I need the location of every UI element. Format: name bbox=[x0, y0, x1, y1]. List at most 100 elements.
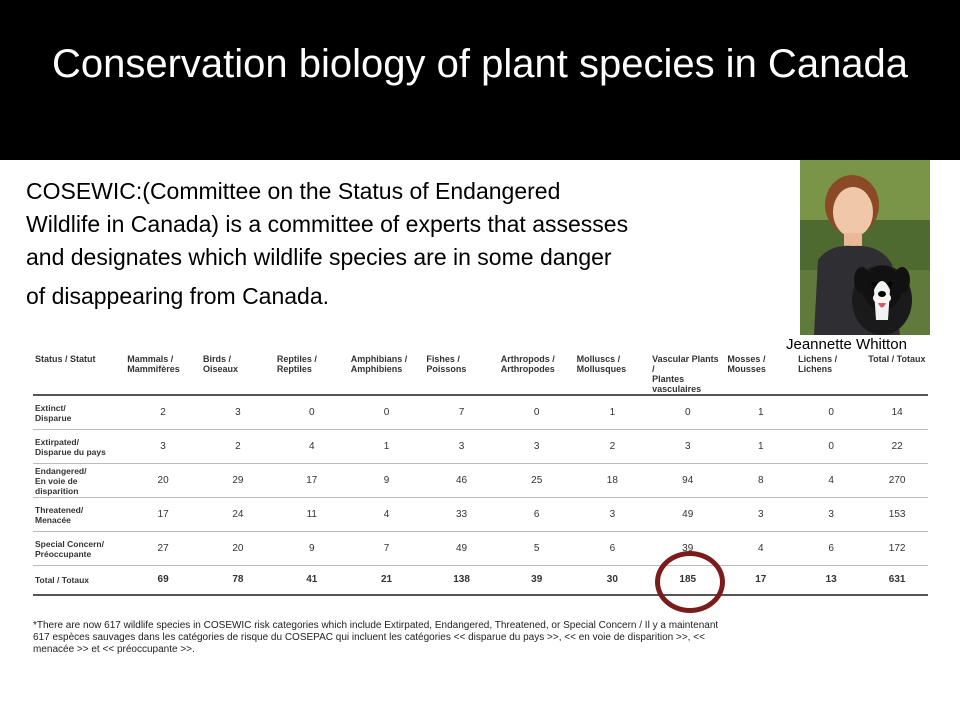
table-cell: 17 bbox=[725, 565, 797, 596]
table-cell: 30 bbox=[574, 565, 651, 596]
table-cell: 0 bbox=[274, 395, 349, 430]
table-cell: 1 bbox=[725, 429, 797, 464]
table-cell: 3 bbox=[498, 429, 575, 464]
table-cell: 4 bbox=[274, 429, 349, 464]
row-label: Extinct/Disparue bbox=[33, 395, 126, 430]
table-cell: 49 bbox=[650, 497, 726, 532]
table-cell: 2 bbox=[200, 429, 275, 464]
table-cell: 0 bbox=[348, 395, 425, 430]
table-cell: 172 bbox=[866, 531, 928, 566]
table-cell: 3 bbox=[725, 497, 797, 532]
row-label: Total / Totaux bbox=[33, 565, 126, 596]
col-header-reptiles: Reptiles / Reptiles bbox=[274, 352, 349, 396]
table-cell: 3 bbox=[125, 429, 201, 464]
table-cell: 138 bbox=[424, 565, 499, 596]
footnote-line: menacée >> et << préoccupante >>. bbox=[33, 644, 195, 655]
total-row: Total / Totaux 69 78 41 21 138 39 30 185 17 13 631 bbox=[33, 565, 928, 596]
table-cell: 46 bbox=[424, 463, 499, 498]
row-label: Endangered/En voie de disparition bbox=[33, 463, 126, 498]
intro-line: COSEWIC:(Committee on the Status of Enda… bbox=[26, 178, 561, 204]
row-label: Threatened/Menacée bbox=[33, 497, 126, 532]
slide-title: Conservation biology of plant species in… bbox=[51, 42, 909, 86]
col-header-status: Status / Statut bbox=[33, 352, 126, 396]
col-header-vascular-plants: Vascular Plants / Plantes vasculaires bbox=[650, 352, 726, 396]
table-cell: 9 bbox=[274, 531, 349, 566]
table-cell: 3 bbox=[200, 395, 275, 430]
table-cell: 17 bbox=[274, 463, 349, 498]
table-cell: 0 bbox=[796, 429, 867, 464]
table-cell: 0 bbox=[796, 395, 867, 430]
table-body: Extinct/Disparue 2 3 0 0 7 0 1 0 1 0 14 Extirpated/D… bbox=[33, 395, 928, 596]
footnote-line: *There are now 617 wildlife species in C… bbox=[33, 620, 719, 631]
intro-line: Wildlife in Canada) is a committee of ex… bbox=[26, 211, 629, 237]
table-cell: 24 bbox=[200, 497, 275, 532]
portrait-illustration bbox=[800, 160, 930, 335]
table-cell: 9 bbox=[348, 463, 425, 498]
table-cell: 78 bbox=[200, 565, 275, 596]
table-cell: 2 bbox=[125, 395, 201, 430]
col-header-arthropods: Arthropods / Arthropodes bbox=[498, 352, 575, 396]
table-cell: 1 bbox=[725, 395, 797, 430]
table-cell: 7 bbox=[424, 395, 499, 430]
table-cell: 39 bbox=[498, 565, 575, 596]
table-row: Extinct/Disparue 2 3 0 0 7 0 1 0 1 0 14 bbox=[33, 395, 928, 430]
table-cell: 27 bbox=[125, 531, 201, 566]
footnote-line: 617 espèces sauvages dans les catégories… bbox=[33, 632, 705, 643]
table-row: Special Concern/Préoccupante 27 20 9 7 49 5 6 39… bbox=[33, 531, 928, 566]
col-header-mosses: Mosses / Mousses bbox=[725, 352, 797, 396]
col-header-total: Total / Totaux bbox=[866, 352, 928, 396]
table-cell: 18 bbox=[574, 463, 651, 498]
portrait-photo bbox=[800, 160, 930, 335]
table-cell: 29 bbox=[200, 463, 275, 498]
table-row: Extirpated/Disparue du pays 3 2 4 1 3 3 2 3 1 0 22 bbox=[33, 429, 928, 464]
table-cell: 22 bbox=[866, 429, 928, 464]
table-cell: 69 bbox=[125, 565, 201, 596]
table-cell: 2 bbox=[574, 429, 651, 464]
intro-paragraph: COSEWIC:(Committee on the Status of Enda… bbox=[26, 175, 801, 313]
col-header-fishes: Fishes / Poissons bbox=[424, 352, 499, 396]
table-cell: 41 bbox=[274, 565, 349, 596]
table-cell: 21 bbox=[348, 565, 425, 596]
table-cell: 5 bbox=[498, 531, 575, 566]
table-cell: 0 bbox=[498, 395, 575, 430]
intro-line: of disappearing from Canada. bbox=[26, 283, 330, 309]
table-cell: 1 bbox=[348, 429, 425, 464]
table-cell: 94 bbox=[650, 463, 726, 498]
title-bar: Conservation biology of plant species in… bbox=[0, 0, 960, 160]
col-header-mammals: Mammals / Mammifères bbox=[125, 352, 201, 396]
cosewic-status-table: Status / Statut Mammals / Mammifères Bird… bbox=[33, 352, 928, 596]
col-header-lichens: Lichens / Lichens bbox=[796, 352, 867, 396]
table-cell: 631 bbox=[866, 565, 928, 596]
table-cell: 33 bbox=[424, 497, 499, 532]
table-cell: 8 bbox=[725, 463, 797, 498]
table-cell: 1 bbox=[574, 395, 651, 430]
table-cell: 13 bbox=[796, 565, 867, 596]
table-cell: 4 bbox=[348, 497, 425, 532]
table-cell: 270 bbox=[866, 463, 928, 498]
highlight-ring bbox=[655, 551, 725, 613]
table-cell: 6 bbox=[574, 531, 651, 566]
table-cell: 7 bbox=[348, 531, 425, 566]
col-header-molluscs: Molluscs / Mollusques bbox=[574, 352, 651, 396]
table-cell: 3 bbox=[424, 429, 499, 464]
row-label: Extirpated/Disparue du pays bbox=[33, 429, 126, 464]
table-cell: 49 bbox=[424, 531, 499, 566]
footnote: *There are now 617 wildlife species in C… bbox=[33, 620, 928, 656]
table-cell: 0 bbox=[650, 395, 726, 430]
row-label: Special Concern/Préoccupante bbox=[33, 531, 126, 566]
table-cell: 14 bbox=[866, 395, 928, 430]
table-cell: 153 bbox=[866, 497, 928, 532]
table-cell: 6 bbox=[796, 531, 867, 566]
table-cell: 17 bbox=[125, 497, 201, 532]
table-cell: 4 bbox=[725, 531, 797, 566]
table-cell: 20 bbox=[200, 531, 275, 566]
col-header-birds: Birds / Oiseaux bbox=[200, 352, 275, 396]
table-cell: 3 bbox=[574, 497, 651, 532]
table-cell: 20 bbox=[125, 463, 201, 498]
photo-caption: Jeannette Whitton bbox=[786, 336, 907, 353]
intro-line: and designates which wildlife species ar… bbox=[26, 244, 612, 270]
table-cell: 3 bbox=[796, 497, 867, 532]
table-cell: 25 bbox=[498, 463, 575, 498]
col-header-amphibians: Amphibians / Amphibiens bbox=[348, 352, 425, 396]
table-header-row: Status / Statut Mammals / Mammifères Bird… bbox=[33, 352, 928, 396]
